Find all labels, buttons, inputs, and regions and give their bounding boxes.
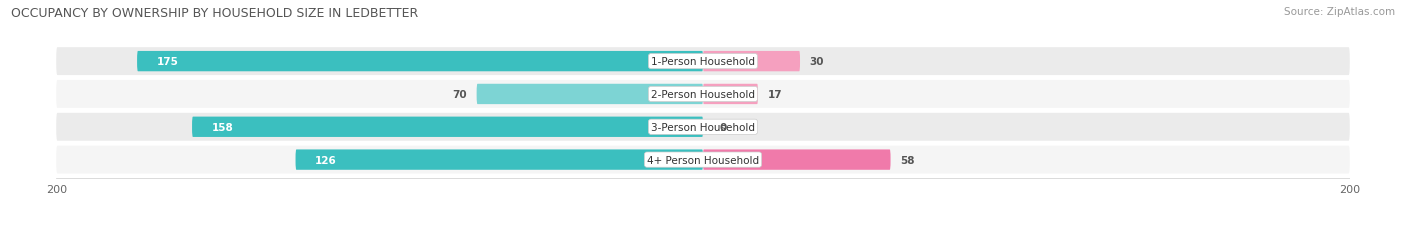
Text: 30: 30 bbox=[810, 57, 824, 67]
Text: OCCUPANCY BY OWNERSHIP BY HOUSEHOLD SIZE IN LEDBETTER: OCCUPANCY BY OWNERSHIP BY HOUSEHOLD SIZE… bbox=[11, 7, 419, 20]
Text: 126: 126 bbox=[315, 155, 336, 165]
FancyBboxPatch shape bbox=[703, 84, 758, 105]
FancyBboxPatch shape bbox=[703, 150, 890, 170]
Text: 4+ Person Household: 4+ Person Household bbox=[647, 155, 759, 165]
Text: 158: 158 bbox=[211, 122, 233, 132]
Text: 17: 17 bbox=[768, 90, 782, 100]
FancyBboxPatch shape bbox=[295, 150, 703, 170]
Text: 3-Person Household: 3-Person Household bbox=[651, 122, 755, 132]
Text: 1-Person Household: 1-Person Household bbox=[651, 57, 755, 67]
Text: 0: 0 bbox=[720, 122, 727, 132]
FancyBboxPatch shape bbox=[56, 146, 1350, 174]
FancyBboxPatch shape bbox=[56, 81, 1350, 108]
FancyBboxPatch shape bbox=[477, 84, 703, 105]
Text: 70: 70 bbox=[453, 90, 467, 100]
FancyBboxPatch shape bbox=[703, 52, 800, 72]
FancyBboxPatch shape bbox=[56, 48, 1350, 76]
FancyBboxPatch shape bbox=[193, 117, 703, 137]
FancyBboxPatch shape bbox=[138, 52, 703, 72]
Text: 2-Person Household: 2-Person Household bbox=[651, 90, 755, 100]
Text: Source: ZipAtlas.com: Source: ZipAtlas.com bbox=[1284, 7, 1395, 17]
Text: 58: 58 bbox=[900, 155, 915, 165]
FancyBboxPatch shape bbox=[56, 113, 1350, 141]
Text: 175: 175 bbox=[156, 57, 179, 67]
